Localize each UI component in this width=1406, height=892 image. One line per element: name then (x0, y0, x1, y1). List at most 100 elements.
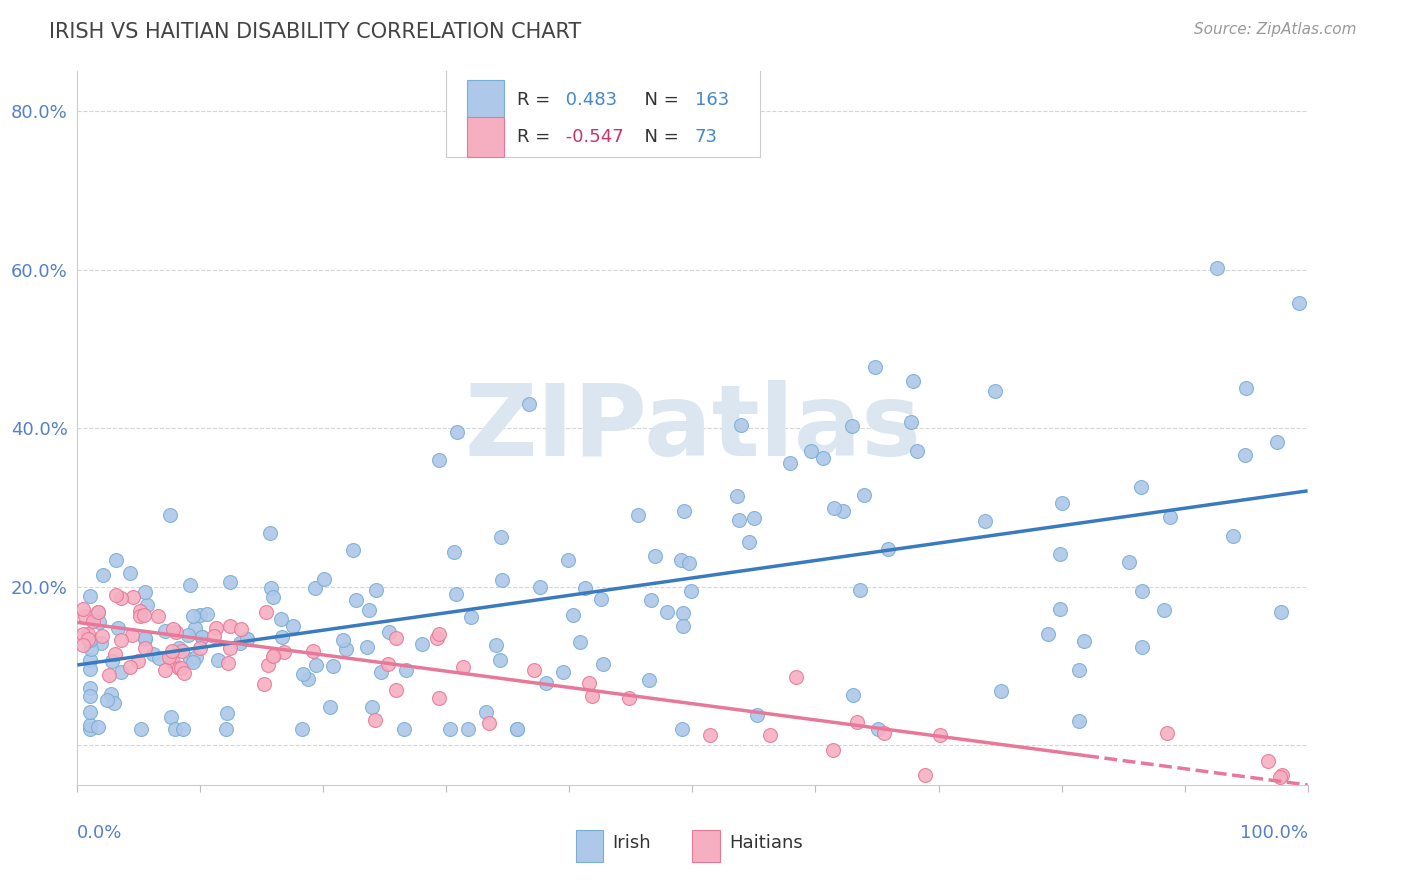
Point (1130, 584, 1153, 599)
Point (165, 625, 187, 640)
Point (984, 384, 1007, 399)
Point (87, 606, 110, 620)
Text: -0.547: -0.547 (560, 128, 623, 146)
Point (443, 545, 465, 559)
Point (578, 675, 600, 690)
Point (77, 627, 100, 641)
Point (356, 640, 378, 654)
Point (581, 689, 603, 703)
Point (730, 418, 752, 433)
Point (97, 667, 120, 681)
Point (219, 641, 242, 656)
Point (218, 574, 240, 589)
Point (1153, 603, 1175, 617)
Point (254, 605, 277, 619)
Point (179, 651, 201, 665)
Point (335, 641, 357, 656)
Point (162, 644, 184, 658)
Point (505, 723, 527, 737)
Text: IRISH VS HAITIAN DISABILITY CORRELATION CHART: IRISH VS HAITIAN DISABILITY CORRELATION … (49, 22, 582, 42)
Point (270, 612, 292, 626)
Point (672, 504, 695, 518)
Point (553, 665, 575, 679)
Point (312, 573, 335, 587)
Point (1038, 626, 1060, 640)
Point (129, 609, 152, 624)
Point (229, 636, 252, 650)
Point (136, 598, 159, 612)
FancyBboxPatch shape (447, 68, 761, 157)
Point (866, 723, 889, 737)
Text: 0.483: 0.483 (560, 91, 617, 109)
Point (849, 582, 872, 597)
Point (297, 673, 319, 687)
Point (485, 639, 508, 653)
Point (332, 633, 354, 648)
Point (1257, 754, 1279, 768)
Point (846, 714, 869, 729)
Point (219, 619, 242, 633)
Point (785, 671, 807, 685)
Point (80, 642, 103, 657)
Point (291, 723, 314, 737)
Point (392, 723, 415, 737)
Point (377, 657, 399, 672)
FancyBboxPatch shape (575, 830, 603, 862)
Point (384, 631, 406, 645)
Point (259, 526, 281, 541)
Point (679, 584, 702, 599)
Text: 0.0%: 0.0% (77, 824, 122, 842)
Point (253, 677, 276, 691)
Point (342, 543, 364, 558)
Point (134, 585, 156, 599)
Point (411, 637, 433, 651)
Point (304, 581, 326, 595)
Point (79, 653, 101, 667)
Point (841, 419, 863, 434)
Point (188, 640, 211, 655)
Point (79, 633, 101, 648)
Point (104, 588, 127, 602)
Point (644, 549, 666, 563)
FancyBboxPatch shape (467, 118, 505, 157)
Point (678, 556, 700, 570)
Point (79, 589, 101, 603)
Point (170, 643, 193, 657)
FancyBboxPatch shape (693, 830, 720, 862)
Point (87, 605, 110, 619)
Point (107, 622, 129, 636)
Point (129, 604, 152, 618)
Point (172, 723, 194, 737)
Point (823, 743, 845, 757)
Point (360, 700, 382, 714)
Text: Irish: Irish (613, 835, 651, 853)
Point (202, 629, 225, 643)
Point (184, 621, 207, 635)
Point (589, 591, 612, 606)
Point (104, 553, 127, 567)
Text: R =: R = (516, 91, 555, 109)
Point (489, 653, 512, 667)
Point (181, 655, 204, 669)
Point (505, 723, 527, 737)
Point (655, 606, 678, 620)
Point (742, 511, 765, 525)
Point (273, 645, 295, 659)
Point (72, 602, 94, 616)
Point (77, 632, 100, 647)
Point (460, 610, 482, 624)
Point (1265, 434, 1288, 449)
Point (262, 648, 284, 663)
Text: ZIPatlas: ZIPatlas (464, 380, 921, 476)
Point (75, 609, 97, 624)
Point (146, 609, 169, 624)
Point (177, 628, 200, 642)
Point (364, 713, 387, 727)
Point (1118, 555, 1140, 569)
Text: N =: N = (634, 91, 685, 109)
Point (184, 650, 207, 665)
Point (110, 633, 132, 648)
Point (162, 655, 184, 669)
Text: Haitians: Haitians (730, 835, 803, 853)
Point (1268, 770, 1291, 784)
